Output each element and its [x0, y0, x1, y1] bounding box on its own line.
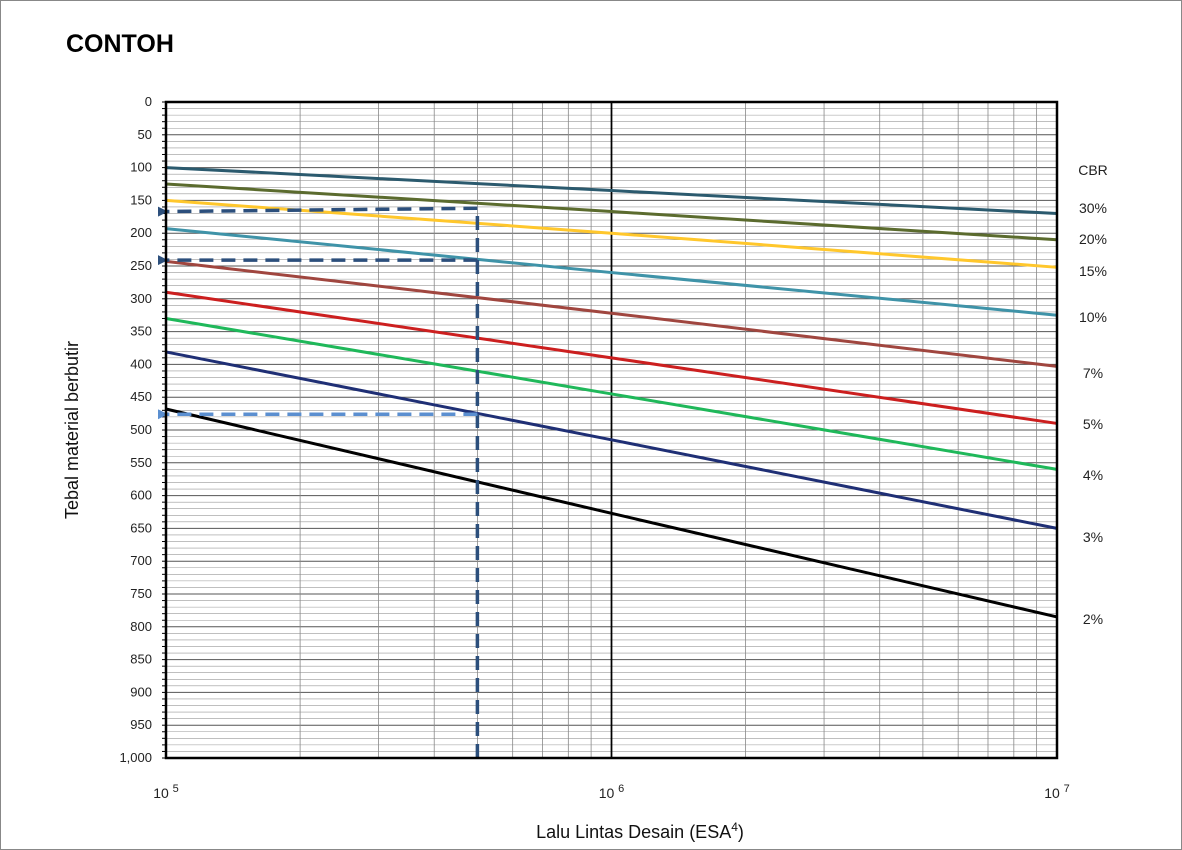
- y-tick-label: 1,000: [119, 750, 152, 765]
- x-axis-label-main: Lalu Lintas Desain (ESA: [536, 822, 731, 842]
- series-line-cbr-10pct: [165, 227, 1058, 317]
- series-labels: 30% 20% 15% 10% 7% 5% 4% 3% 2%: [1079, 200, 1107, 627]
- example-dashed-line: [157, 206, 478, 217]
- series-line-cbr-20pct: [165, 182, 1058, 242]
- y-tick-label: 500: [130, 422, 152, 437]
- series-label-cbr: 20%: [1079, 231, 1107, 247]
- series-label-cbr: 7%: [1083, 365, 1103, 381]
- example-layer: [157, 206, 480, 758]
- series-line-cbr-7pct: [165, 259, 1058, 368]
- x-tick-label: 10 7: [1044, 783, 1070, 801]
- series-label-cbr: 30%: [1079, 200, 1107, 216]
- y-tick-label: 150: [130, 192, 152, 207]
- x-axis-label-end: ): [738, 822, 744, 842]
- page-title: CONTOH: [66, 30, 174, 58]
- y-tick-label: 750: [130, 586, 152, 601]
- y-tick-label: 350: [130, 324, 152, 339]
- x-tick-labels: 10 5 10 6 10 7: [153, 783, 1070, 801]
- series-line-cbr-30pct: [165, 166, 1058, 216]
- series-label-cbr: 2%: [1083, 611, 1103, 627]
- y-tick-label: 400: [130, 356, 152, 371]
- series-label-cbr: 4%: [1083, 467, 1103, 483]
- y-tick-label: 950: [130, 717, 152, 732]
- y-tick-label: 100: [130, 160, 152, 175]
- series-line-cbr-2pct: [165, 407, 1058, 619]
- y-tick-label: 50: [138, 127, 152, 142]
- y-tick-label: 650: [130, 520, 152, 535]
- series-line-cbr-5pct: [165, 290, 1058, 425]
- y-tick-label: 900: [130, 684, 152, 699]
- x-tick-label: 10 5: [153, 783, 179, 801]
- series-line-cbr-4pct: [165, 317, 1058, 471]
- y-tick-label: 0: [145, 94, 152, 109]
- y-tick-labels: 0 50 100 150 200 250 300 350 400 450 500 550 600 650 7…: [119, 94, 152, 765]
- plot-border: [164, 100, 1059, 760]
- y-tick-label: 250: [130, 258, 152, 273]
- series-label-cbr: 10%: [1079, 309, 1107, 325]
- x-axis-label-sup: 4: [731, 820, 738, 834]
- series-label-cbr: 3%: [1083, 529, 1103, 545]
- y-tick-label: 600: [130, 488, 152, 503]
- y-tick-label: 450: [130, 389, 152, 404]
- legend-title-cbr: CBR: [1078, 162, 1108, 178]
- y-tick-label: 850: [130, 652, 152, 667]
- y-tick-label: 800: [130, 619, 152, 634]
- series-label-cbr: 5%: [1083, 416, 1103, 432]
- x-tick-label: 10 6: [599, 783, 625, 801]
- y-axis-label: Tebal material berbutir: [62, 341, 82, 519]
- y-tick-label: 200: [130, 225, 152, 240]
- grid-layer: [162, 101, 1058, 759]
- y-tick-label: 700: [130, 553, 152, 568]
- y-tick-label: 550: [130, 455, 152, 470]
- series-label-cbr: 15%: [1079, 263, 1107, 279]
- series-line-cbr-3pct: [165, 350, 1058, 530]
- y-tick-label: 300: [130, 291, 152, 306]
- x-axis-label: Lalu Lintas Desain (ESA4): [536, 820, 744, 842]
